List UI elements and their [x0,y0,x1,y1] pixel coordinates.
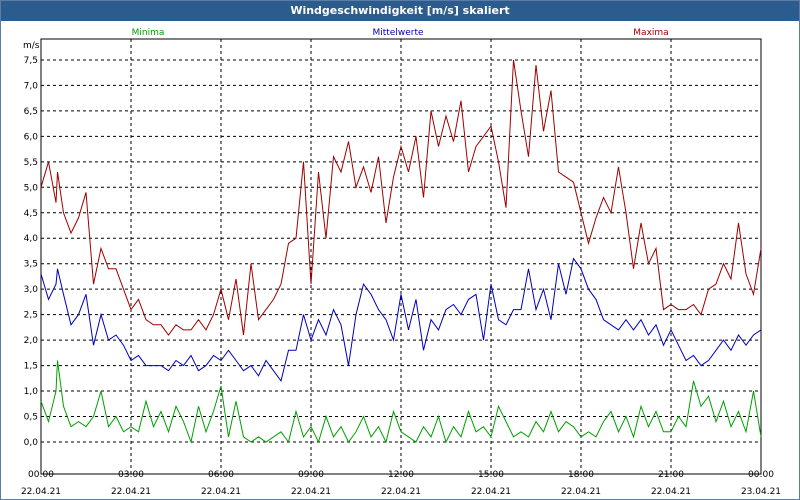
y-tick-label: 6,0 [24,132,39,142]
x-tick-date: 22.04.21 [291,487,331,497]
y-axis: 0,0 0,5 1,0 1,5 2,0 2,5 3,0 3,5 4,0 4,5 5,0 5,5 6,0 6… [24,56,39,448]
y-tick-label: 1,0 [24,387,39,397]
x-tick-time: 21:00 [658,470,684,480]
x-tick-time: 15:00 [478,470,504,480]
y-tick-label: 4,0 [24,234,39,244]
x-tick-date: 22.04.21 [471,487,511,497]
x-tick-time: 00:00 [28,470,54,480]
grid [41,39,761,474]
series-line-maxima [40,59,762,336]
x-tick-date: 22.04.21 [651,487,691,497]
y-tick-label: 0,5 [24,413,38,423]
y-tick-label: 5,0 [24,183,39,193]
series-line-mittelwerte [40,257,762,383]
series-line-minima [40,360,762,444]
y-tick-label: 3,5 [24,260,38,270]
legend: Minima Mittelwerte Maxima [132,28,669,38]
y-tick-label: 5,5 [24,158,38,168]
y-tick-label: 3,0 [24,285,39,295]
y-tick-label: 2,0 [24,336,39,346]
y-tick-label: 7,0 [24,81,39,91]
x-tick-time: 00:00 [748,470,774,480]
legend-entry-mittelwerte: Mittelwerte [372,28,423,38]
y-tick-label: 6,5 [24,107,38,117]
wind-speed-chart: 0,0 0,5 1,0 1,5 2,0 2,5 3,0 3,5 4,0 4,5 5,0 5,5 6,0 6… [21,28,781,497]
y-axis-label: m/s [23,41,40,51]
x-tick-time: 12:00 [388,470,414,480]
x-tick-date: 22.04.21 [21,487,61,497]
x-tick-date: 22.04.21 [201,487,241,497]
series-group [40,59,762,444]
y-tick-label: 1,5 [24,362,38,372]
x-axis: 00:00 22.04.21 03:00 22.04.21 06:00 22.04.21 0… [21,470,781,497]
y-tick-label: 7,5 [24,56,38,66]
y-tick-label: 0,0 [24,438,39,448]
x-tick-date: 22.04.21 [561,487,601,497]
y-tick-label: 2,5 [24,311,38,321]
x-tick-time: 09:00 [298,470,324,480]
window-title: Windgeschwindigkeit [m/s] skaliert [1,1,799,21]
x-tick-time: 03:00 [118,470,144,480]
legend-entry-maxima: Maxima [633,28,668,38]
x-tick-time: 18:00 [568,470,594,480]
x-tick-time: 06:00 [208,470,234,480]
y-tick-label: 4,5 [24,209,38,219]
x-tick-date: 22.04.21 [381,487,421,497]
x-tick-date: 22.04.21 [111,487,151,497]
legend-entry-minima: Minima [132,28,165,38]
x-tick-date: 23.04.21 [741,487,781,497]
